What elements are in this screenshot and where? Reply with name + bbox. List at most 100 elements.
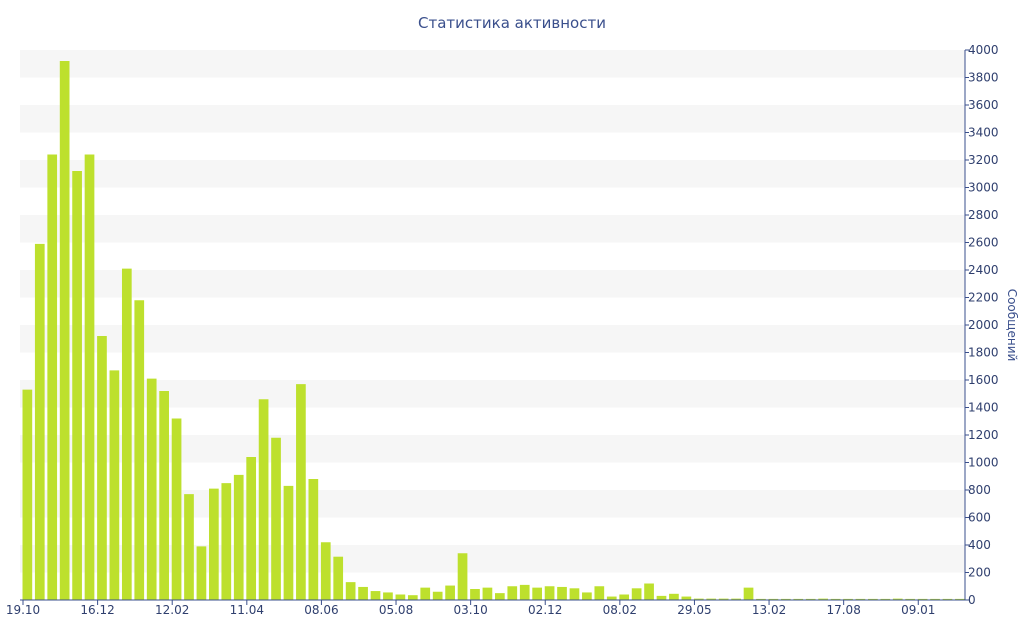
bar[interactable]: [59, 61, 70, 600]
bar[interactable]: [258, 399, 269, 600]
grid-band: [20, 270, 965, 298]
bar[interactable]: [669, 593, 679, 600]
bar[interactable]: [532, 587, 542, 601]
x-tick-label: 16.12: [80, 603, 114, 617]
bar[interactable]: [780, 598, 791, 600]
bar[interactable]: [333, 556, 344, 600]
bar[interactable]: [606, 596, 617, 600]
bar[interactable]: [793, 598, 804, 600]
bar[interactable]: [432, 591, 443, 600]
bar[interactable]: [470, 589, 480, 600]
bar[interactable]: [457, 553, 468, 600]
bar[interactable]: [905, 598, 916, 600]
bar[interactable]: [159, 391, 169, 600]
bar[interactable]: [743, 587, 754, 601]
bar[interactable]: [47, 154, 58, 601]
bar[interactable]: [644, 583, 654, 601]
bar[interactable]: [756, 598, 766, 600]
bar[interactable]: [557, 586, 567, 600]
bar[interactable]: [209, 488, 219, 601]
bar[interactable]: [955, 598, 965, 600]
bars-group: [22, 61, 965, 601]
bar[interactable]: [544, 586, 555, 600]
bar[interactable]: [22, 389, 33, 601]
bar[interactable]: [594, 586, 605, 600]
x-tick-label: 09.01: [901, 603, 935, 617]
bar[interactable]: [855, 598, 866, 600]
bar[interactable]: [345, 582, 356, 601]
bar[interactable]: [805, 598, 816, 600]
bar[interactable]: [370, 591, 381, 600]
bar[interactable]: [495, 593, 505, 601]
y-tick-label: 1600: [968, 373, 999, 387]
x-tick-label: 29.05: [677, 603, 711, 617]
bar[interactable]: [930, 598, 940, 600]
grid-band: [20, 325, 965, 353]
bar[interactable]: [134, 300, 145, 600]
bar[interactable]: [72, 171, 82, 600]
bar[interactable]: [196, 546, 207, 601]
bar[interactable]: [818, 598, 828, 601]
bar[interactable]: [271, 437, 281, 600]
bar[interactable]: [283, 485, 294, 601]
bar[interactable]: [420, 587, 431, 601]
x-tick-label: 02.12: [528, 603, 562, 617]
y-tick-label: 3400: [968, 126, 999, 140]
bar[interactable]: [656, 595, 667, 601]
bar[interactable]: [84, 154, 95, 601]
bar[interactable]: [830, 598, 841, 600]
y-tick-label: 800: [968, 483, 991, 497]
bar[interactable]: [706, 598, 717, 601]
bar[interactable]: [383, 592, 393, 600]
bar[interactable]: [569, 588, 580, 600]
x-tick-label: 05.08: [379, 603, 413, 617]
bar[interactable]: [97, 336, 107, 600]
y-tick-label: 3600: [968, 98, 999, 112]
bar[interactable]: [681, 596, 692, 600]
y-tick-label: 400: [968, 538, 991, 552]
bar[interactable]: [892, 598, 903, 601]
x-tick-label: 17.08: [826, 603, 860, 617]
bar[interactable]: [296, 384, 306, 601]
y-axis-ticks: 0 200 400 600 800 1000 1200 1400 1600 1800 2000 220…: [965, 43, 999, 607]
bar[interactable]: [308, 479, 319, 600]
bar[interactable]: [619, 594, 630, 601]
bar[interactable]: [482, 587, 493, 601]
bar[interactable]: [519, 584, 530, 601]
x-tick-label: 19.10: [6, 603, 40, 617]
y-tick-label: 2600: [968, 236, 999, 250]
bar[interactable]: [582, 592, 592, 600]
bar[interactable]: [395, 594, 406, 601]
bar[interactable]: [768, 598, 779, 600]
y-tick-label: 3000: [968, 181, 999, 195]
bar[interactable]: [693, 598, 704, 601]
bar[interactable]: [184, 494, 194, 601]
bar[interactable]: [320, 542, 331, 600]
bar[interactable]: [445, 585, 455, 600]
bar[interactable]: [121, 268, 132, 601]
bar[interactable]: [109, 370, 120, 601]
bar[interactable]: [507, 586, 518, 600]
y-tick-label: 2800: [968, 208, 999, 222]
bar[interactable]: [407, 595, 418, 600]
x-tick-label: 12.02: [155, 603, 189, 617]
bar[interactable]: [731, 598, 741, 601]
bar[interactable]: [358, 586, 368, 600]
bar[interactable]: [221, 483, 232, 601]
bar[interactable]: [246, 457, 257, 600]
y-tick-label: 1000: [968, 456, 999, 470]
bar[interactable]: [171, 418, 182, 601]
bar[interactable]: [718, 598, 729, 601]
bar[interactable]: [843, 598, 853, 600]
grid-band: [20, 105, 965, 133]
bar[interactable]: [880, 598, 891, 600]
bar[interactable]: [631, 588, 642, 600]
bar[interactable]: [917, 598, 928, 600]
x-tick-label: 08.06: [304, 603, 338, 617]
bar[interactable]: [146, 378, 157, 601]
bar[interactable]: [942, 598, 953, 600]
bar[interactable]: [233, 474, 244, 601]
bar[interactable]: [34, 243, 45, 601]
bar[interactable]: [868, 598, 878, 600]
